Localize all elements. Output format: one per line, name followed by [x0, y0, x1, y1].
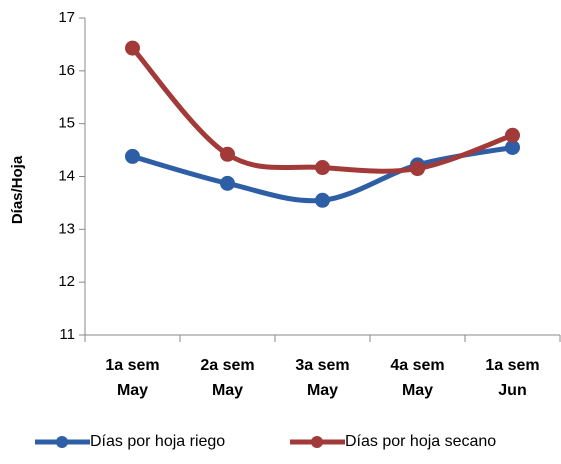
legend-marker — [311, 436, 323, 448]
point — [125, 148, 140, 164]
point — [125, 40, 140, 56]
x-tick-label: May — [212, 382, 243, 399]
x-tick-label: Jun — [498, 382, 526, 399]
y-tick-label: 12 — [58, 273, 75, 290]
point — [315, 192, 330, 208]
legend-label: Días por hoja riego — [90, 433, 225, 450]
point — [220, 175, 235, 191]
point — [505, 127, 520, 143]
y-tick-label: 13 — [58, 220, 75, 237]
y-tick-label: 11 — [59, 326, 75, 343]
y-axis-label: Días/Hoja — [9, 155, 26, 224]
y-tick-label: 15 — [58, 115, 75, 132]
x-tick-label: 1a sem — [485, 357, 539, 374]
legend-marker — [56, 436, 68, 448]
point — [315, 160, 330, 176]
point — [410, 161, 425, 177]
x-tick-label: 2a sem — [200, 357, 254, 374]
point — [220, 146, 235, 162]
x-tick-label: May — [307, 382, 338, 399]
y-tick-label: 14 — [58, 167, 75, 184]
series-line — [130, 45, 515, 174]
legend-label: Días por hoja secano — [345, 433, 496, 450]
y-tick-label: 16 — [58, 62, 75, 79]
y-tick-label: 17 — [58, 9, 75, 26]
x-tick-label: 4a sem — [390, 357, 444, 374]
x-tick-label: May — [117, 382, 148, 399]
x-tick-label: 1a sem — [105, 357, 159, 374]
x-tick-label: 3a sem — [295, 357, 349, 374]
x-tick-label: May — [402, 382, 433, 399]
